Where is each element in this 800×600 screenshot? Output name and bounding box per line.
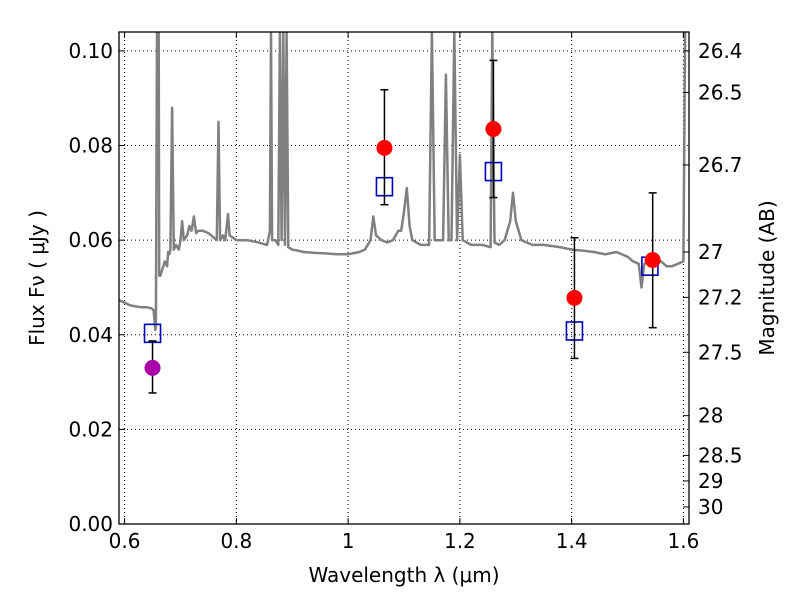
x-tick-label: 0.8 (220, 529, 252, 553)
observed-flux-point (644, 252, 661, 269)
grid (119, 32, 689, 524)
axis-ticks: 0.6 0.8 1 1.2 1.4 1.6 0.00 0.02 0.04 0.06 0.08 0.10… (68, 32, 743, 553)
mag-tick-label: 27 (698, 240, 723, 264)
mag-tick-label: 30 (698, 495, 723, 519)
x-tick-label: 1.2 (444, 529, 476, 553)
model-spectrum (119, 32, 687, 332)
mag-tick-label: 28.5 (698, 443, 743, 467)
observed-flux-point (485, 120, 502, 137)
x-axis-label: Wavelength λ (μm) (308, 563, 499, 587)
x-tick-label: 1 (342, 529, 355, 553)
y-axis-label: Flux Fν ( μJy ) (25, 210, 49, 346)
model-flux-square (143, 323, 162, 344)
mag-tick-label: 26.5 (698, 81, 743, 105)
x-tick-label: 1.6 (668, 529, 700, 553)
y-tick-label: 0.08 (68, 134, 113, 158)
y-tick-label: 0.00 (68, 512, 113, 536)
model-spectrum-line (119, 32, 687, 332)
plot-frame (118, 31, 690, 525)
mag-tick-label: 29 (698, 469, 723, 493)
x-tick-label: 0.6 (109, 529, 141, 553)
y-tick-label: 0.02 (68, 417, 113, 441)
y-tick-label: 0.06 (68, 228, 113, 252)
mag-tick-label: 27.2 (698, 285, 743, 309)
mag-tick-label: 26.4 (698, 39, 743, 63)
data-points (143, 59, 661, 394)
y-tick-label: 0.10 (68, 39, 113, 63)
mag-tick-label: 28 (698, 404, 723, 428)
y-tick-label: 0.04 (68, 323, 113, 347)
observed-flux-point (144, 359, 161, 376)
x-tick-label: 1.4 (556, 529, 588, 553)
observed-flux-point (376, 139, 393, 156)
mag-tick-label: 27.5 (698, 340, 743, 364)
observed-flux-point (566, 289, 583, 306)
y2-axis-label: Magnitude (AB) (755, 200, 779, 355)
mag-tick-label: 26.7 (698, 153, 743, 177)
